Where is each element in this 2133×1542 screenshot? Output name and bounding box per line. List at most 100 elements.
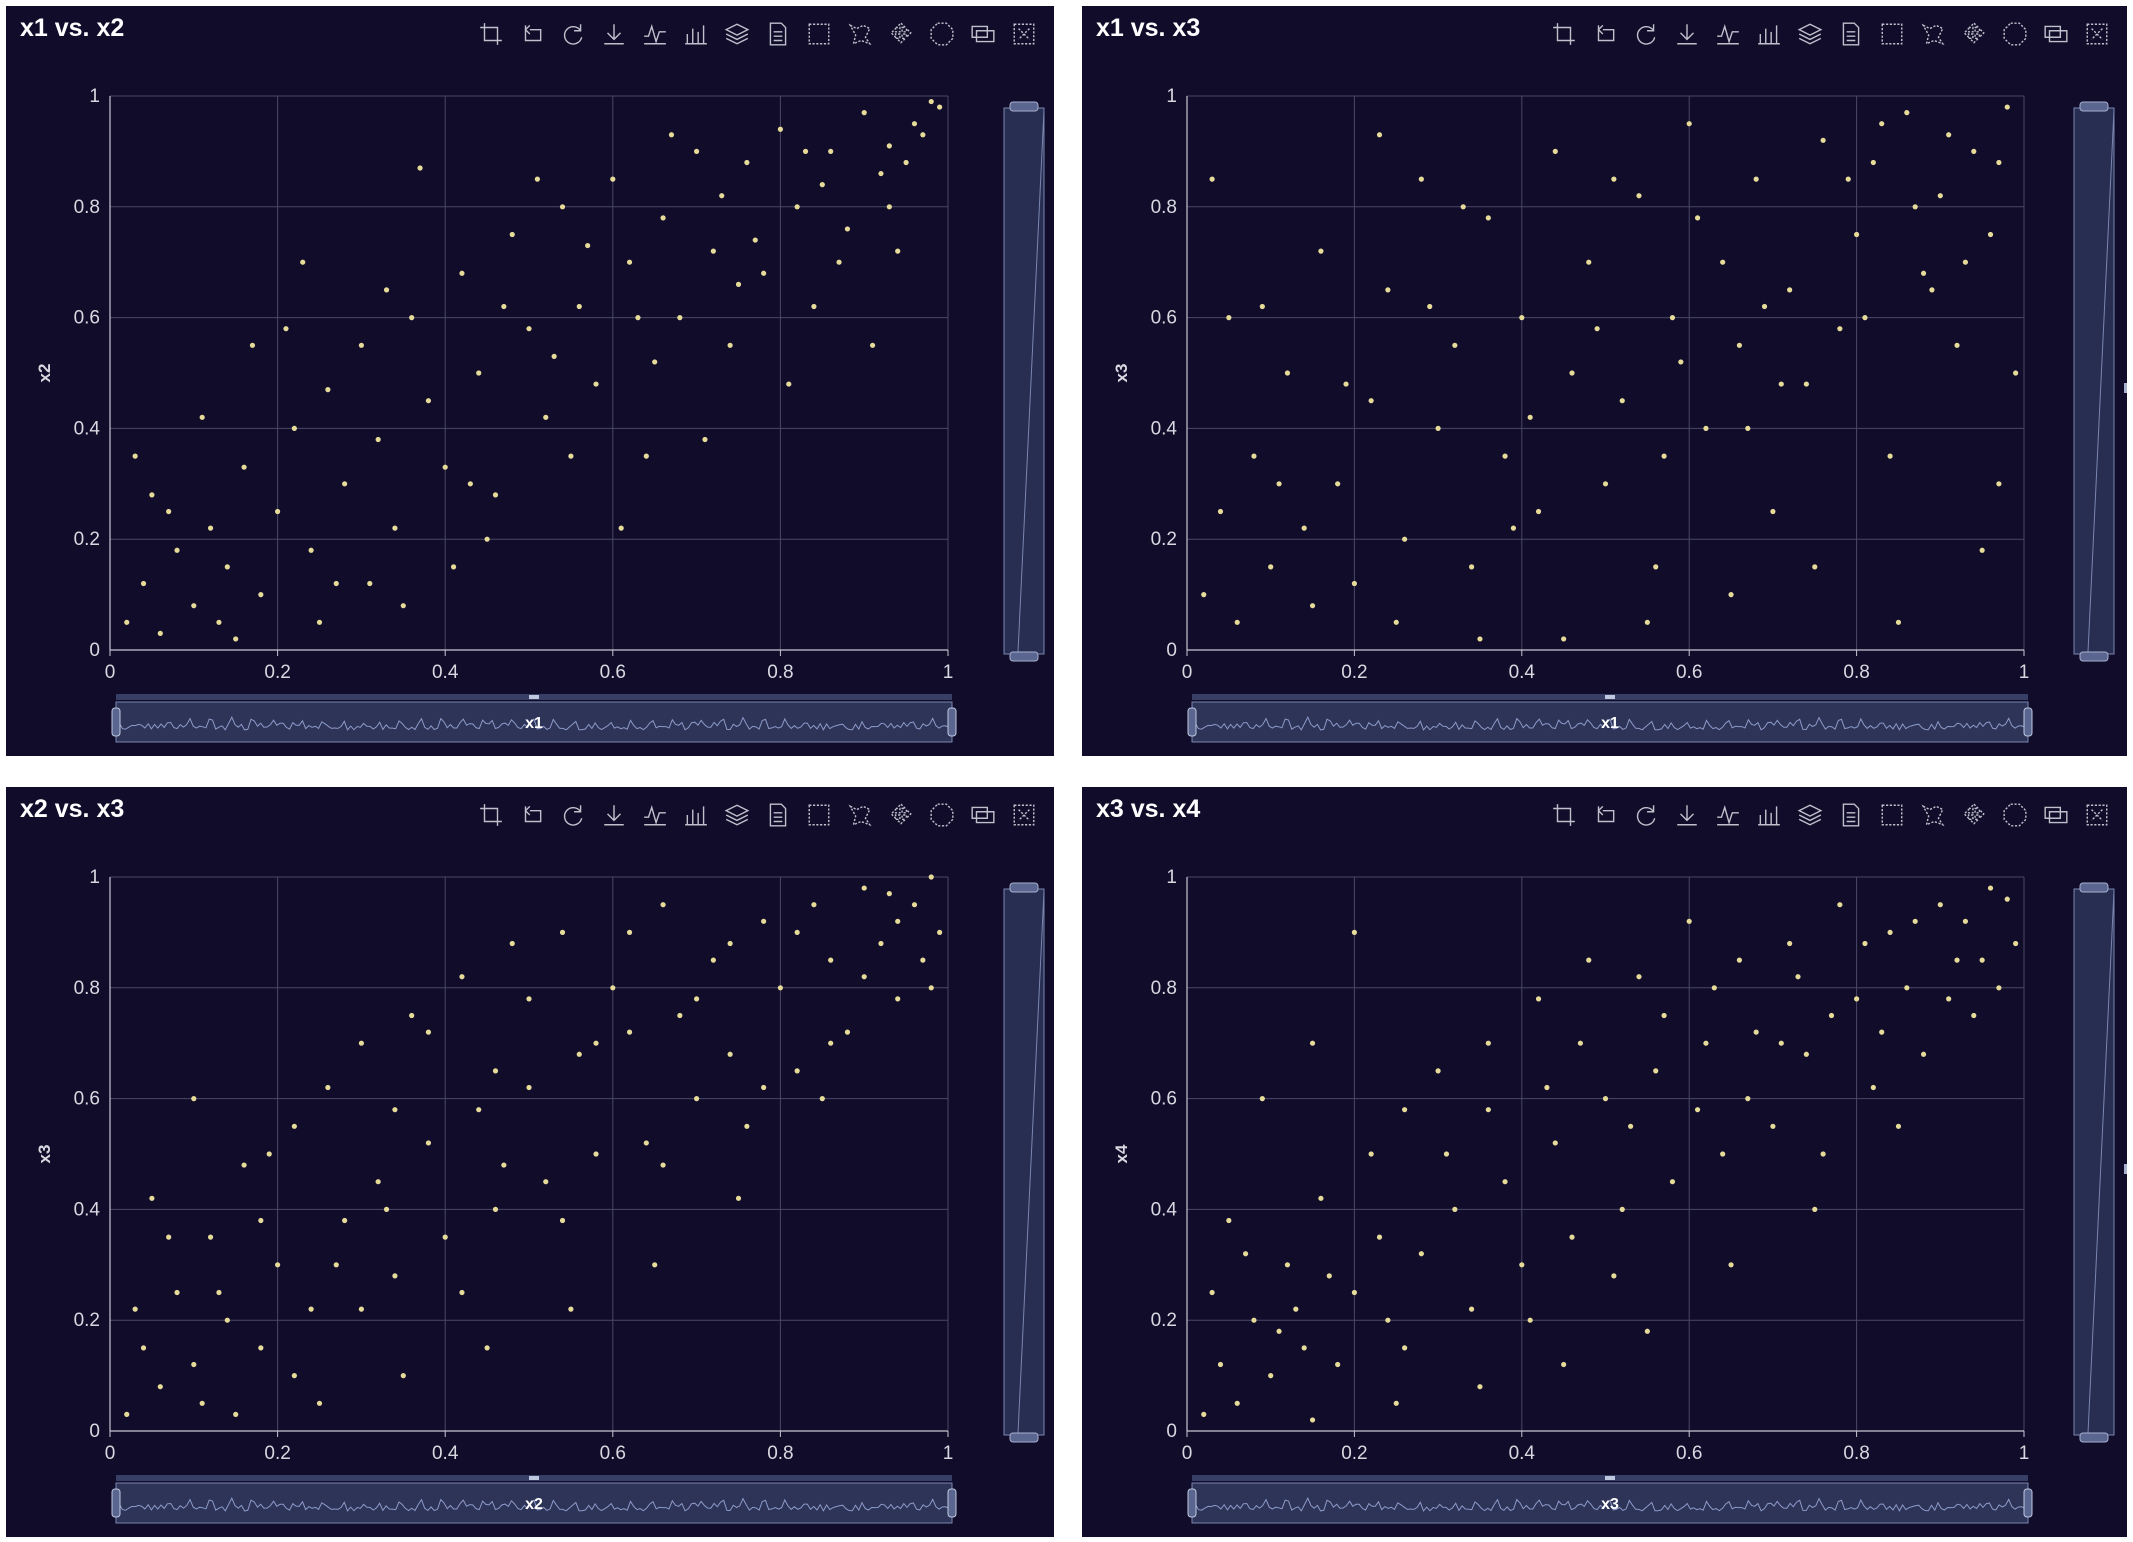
- bar-chart-tool-button[interactable]: [1753, 800, 1785, 830]
- close-select-tool-button[interactable]: [2081, 19, 2113, 49]
- close-select-tool-button[interactable]: [1008, 19, 1040, 49]
- x-slider-right-handle[interactable]: [947, 1488, 957, 1518]
- y-slider-track[interactable]: [2073, 107, 2115, 655]
- x-tick-label: 0.8: [1843, 1443, 1869, 1464]
- y-slider-track[interactable]: [2073, 888, 2115, 1436]
- x-slider-right-handle[interactable]: [2023, 707, 2033, 737]
- download-tool-button[interactable]: [598, 19, 630, 49]
- download-tool-button[interactable]: [1671, 800, 1703, 830]
- stack-tool-button[interactable]: [721, 19, 753, 49]
- crop-select-tool-button[interactable]: [475, 19, 507, 49]
- stack-tool-button[interactable]: [721, 800, 753, 830]
- data-view-tool-button[interactable]: [1835, 800, 1867, 830]
- lasso-select-tool-button[interactable]: [1917, 19, 1949, 49]
- line-chart-tool-button[interactable]: [1712, 800, 1744, 830]
- restore-tool-button[interactable]: [557, 800, 589, 830]
- rect-select-tool-button[interactable]: [803, 800, 835, 830]
- y-slider-top-handle[interactable]: [1009, 882, 1039, 893]
- data-view-tool-button[interactable]: [1835, 19, 1867, 49]
- clear-select-tool-button[interactable]: [1999, 19, 2031, 49]
- bar-chart-tool-button[interactable]: [1753, 19, 1785, 49]
- rect-select-tool-button[interactable]: [1876, 19, 1908, 49]
- clear-select-tool-button[interactable]: [926, 19, 958, 49]
- y-slider-move-handle[interactable]: [2124, 383, 2127, 393]
- x-slider-move-grip[interactable]: [1605, 1476, 1615, 1480]
- scatter-point: [1628, 1123, 1634, 1129]
- y-datazoom-slider[interactable]: [1003, 101, 1054, 662]
- data-view-tool-button[interactable]: [762, 800, 794, 830]
- tile-tool-button[interactable]: [967, 800, 999, 830]
- stack-tool-button[interactable]: [1794, 19, 1826, 49]
- crop-select-tool-button[interactable]: [1548, 800, 1580, 830]
- y-datazoom-slider[interactable]: [2073, 882, 2127, 1443]
- stack-tool-button[interactable]: [1794, 800, 1826, 830]
- undo-zoom-tool-button[interactable]: [516, 800, 548, 830]
- keep-select-tool-button[interactable]: [885, 800, 917, 830]
- x-slider-right-handle[interactable]: [2023, 1488, 2033, 1518]
- tile-tool-button[interactable]: [2040, 800, 2072, 830]
- rect-select-tool-button[interactable]: [1876, 800, 1908, 830]
- close-select-icon: [1013, 23, 1035, 45]
- restore-tool-button[interactable]: [1630, 19, 1662, 49]
- lasso-select-tool-button[interactable]: [844, 19, 876, 49]
- keep-select-tool-button[interactable]: [1958, 19, 1990, 49]
- crop-select-tool-button[interactable]: [475, 800, 507, 830]
- y-slider-top-handle[interactable]: [2079, 101, 2109, 112]
- x-slider-left-handle[interactable]: [1187, 1488, 1197, 1518]
- tile-tool-button[interactable]: [2040, 19, 2072, 49]
- x-datazoom-slider[interactable]: x2: [111, 1475, 957, 1524]
- line-chart-tool-button[interactable]: [1712, 19, 1744, 49]
- rect-select-tool-button[interactable]: [803, 19, 835, 49]
- x-datazoom-slider[interactable]: x1: [111, 694, 957, 743]
- x-slider-right-handle[interactable]: [947, 707, 957, 737]
- line-chart-tool-button[interactable]: [639, 19, 671, 49]
- line-chart-tool-button[interactable]: [639, 800, 671, 830]
- lasso-select-tool-button[interactable]: [844, 800, 876, 830]
- x-slider-move-grip[interactable]: [1605, 695, 1615, 699]
- close-select-tool-button[interactable]: [2081, 800, 2113, 830]
- x-slider-left-handle[interactable]: [1187, 707, 1197, 737]
- scatter-point: [1351, 1289, 1357, 1296]
- undo-zoom-tool-button[interactable]: [516, 19, 548, 49]
- clear-select-tool-button[interactable]: [926, 800, 958, 830]
- lasso-select-tool-button[interactable]: [1917, 800, 1949, 830]
- chart-title: x1 vs. x3: [1096, 14, 1201, 42]
- y-slider-bottom-handle[interactable]: [2079, 1432, 2109, 1443]
- y-slider-track[interactable]: [1003, 107, 1045, 655]
- y-slider-track[interactable]: [1003, 888, 1045, 1436]
- y-slider-bottom-handle[interactable]: [1009, 651, 1039, 662]
- bar-chart-tool-button[interactable]: [680, 19, 712, 49]
- data-view-tool-button[interactable]: [762, 19, 794, 49]
- x-slider-data-shadow: [115, 1497, 953, 1512]
- x-datazoom-slider[interactable]: x3: [1187, 1475, 2033, 1524]
- restore-tool-button[interactable]: [557, 19, 589, 49]
- download-tool-button[interactable]: [1671, 19, 1703, 49]
- download-tool-button[interactable]: [598, 800, 630, 830]
- y-slider-bottom-handle[interactable]: [1009, 1432, 1039, 1443]
- scatter-point: [1452, 1206, 1458, 1212]
- undo-zoom-icon: [1597, 805, 1615, 823]
- y-slider-move-handle[interactable]: [2124, 1164, 2127, 1174]
- x-slider-left-handle[interactable]: [111, 1488, 121, 1518]
- y-slider-bottom-handle[interactable]: [2079, 651, 2109, 662]
- y-slider-top-handle[interactable]: [1009, 101, 1039, 112]
- scatter-point: [559, 204, 566, 210]
- restore-tool-button[interactable]: [1630, 800, 1662, 830]
- y-slider-top-handle[interactable]: [2079, 882, 2109, 893]
- bar-chart-tool-button[interactable]: [680, 800, 712, 830]
- tile-tool-button[interactable]: [967, 19, 999, 49]
- close-select-tool-button[interactable]: [1008, 800, 1040, 830]
- crop-select-tool-button[interactable]: [1548, 19, 1580, 49]
- y-datazoom-slider[interactable]: [1003, 882, 1054, 1443]
- undo-zoom-tool-button[interactable]: [1589, 800, 1621, 830]
- x-datazoom-slider[interactable]: x1: [1187, 694, 2033, 743]
- x-slider-move-grip[interactable]: [529, 695, 539, 699]
- scatter-point: [761, 270, 767, 276]
- keep-select-tool-button[interactable]: [1958, 800, 1990, 830]
- undo-zoom-tool-button[interactable]: [1589, 19, 1621, 49]
- keep-select-tool-button[interactable]: [885, 19, 917, 49]
- x-slider-move-grip[interactable]: [529, 1476, 539, 1480]
- y-datazoom-slider[interactable]: [2073, 101, 2127, 662]
- clear-select-tool-button[interactable]: [1999, 800, 2031, 830]
- x-slider-left-handle[interactable]: [111, 707, 121, 737]
